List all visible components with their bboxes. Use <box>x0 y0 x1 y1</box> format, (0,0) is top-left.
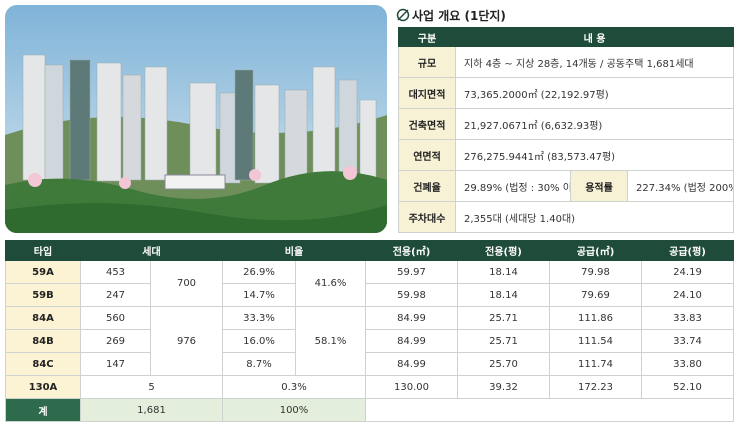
area-cell: 33.83 <box>641 306 734 330</box>
section-title: 사업 개요 (1단지) <box>412 9 506 23</box>
units-cell: 560 <box>80 306 151 330</box>
area-cell: 25.71 <box>457 329 550 353</box>
title-icon <box>396 8 410 22</box>
type-cell: 130A <box>5 375 81 399</box>
row-label: 규모 <box>398 46 456 78</box>
row-value: 276,275.9441㎡ (83,573.47평) <box>454 139 735 171</box>
area-cell: 84.99 <box>365 352 458 376</box>
area-cell: 25.71 <box>457 306 550 330</box>
type-cell: 59B <box>5 283 81 307</box>
ratio-cell: 26.9% <box>222 260 296 284</box>
type-cell: 84A <box>5 306 81 330</box>
total-label: 계 <box>5 398 81 422</box>
ratio-total-cell: 41.6% <box>295 260 366 307</box>
area-cell: 18.14 <box>457 283 550 307</box>
overview-row: 규모 지하 4층 ~ 지상 28층, 14개동 / 공동주택 1,681세대 <box>398 46 735 78</box>
row-label: 건폐율 <box>398 170 456 202</box>
area-cell: 111.54 <box>549 329 642 353</box>
type-cell: 59A <box>5 260 81 284</box>
units-total-cell: 700 <box>150 260 223 307</box>
area-cell: 24.19 <box>641 260 734 284</box>
area-cell: 59.98 <box>365 283 458 307</box>
header-cell: 타입 <box>5 240 81 261</box>
area-cell: 111.74 <box>549 352 642 376</box>
units-row: 84C 147 8.7% 84.99 25.70 111.74 33.80 <box>5 352 734 376</box>
units-row: 84A 560 976 33.3% 58.1% 84.99 25.71 111.86 33.83 <box>5 306 734 376</box>
units-cell: 147 <box>80 352 151 376</box>
ratio-cell: 0.3% <box>222 375 366 399</box>
type-cell: 84C <box>5 352 81 376</box>
header-cell: 비율 <box>222 240 366 261</box>
rendering-image <box>5 5 387 233</box>
header-cell: 공급(평) <box>641 240 734 261</box>
row-value: 21,927.0671㎡ (6,632.93평) <box>454 108 735 140</box>
units-row: 130A 5 0.3% 130.00 39.32 172.23 52.10 <box>5 375 734 399</box>
units-row: 84B 269 16.0% 84.99 25.71 111.54 33.74 <box>5 329 734 353</box>
overview-row: 대지면적 73,365.2000㎡ (22,192.97평) <box>398 77 735 109</box>
area-cell: 172.23 <box>549 375 642 399</box>
row-value: 29.89% (법정 : 30% 이하) <box>455 170 571 202</box>
overview-table: 구분 내 용 규모 지하 4층 ~ 지상 28층, 14개동 / 공동주택 1,68… <box>398 27 735 233</box>
overview-row: 건축면적 21,927.0671㎡ (6,632.93평) <box>398 108 735 140</box>
area-cell: 25.70 <box>457 352 550 376</box>
area-cell: 24.10 <box>641 283 734 307</box>
area-cell: 79.69 <box>549 283 642 307</box>
total-row: 계 1,681 100% <box>5 398 734 422</box>
ratio-cell: 16.0% <box>222 329 296 353</box>
row-value: 73,365.2000㎡ (22,192.97평) <box>454 77 735 109</box>
units-cell: 453 <box>80 260 151 284</box>
area-cell: 79.98 <box>549 260 642 284</box>
ratio-cell: 33.3% <box>222 306 296 330</box>
row-label: 주차대수 <box>398 201 456 233</box>
type-cell: 84B <box>5 329 81 353</box>
units-total-cell: 976 <box>150 306 223 376</box>
header-cell: 세대 <box>80 240 223 261</box>
header-cell: 공급(㎡) <box>549 240 642 261</box>
header-cell: 구분 <box>398 27 456 47</box>
total-ratio: 100% <box>222 398 366 422</box>
row-value: 2,355대 (세대당 1.40대) <box>454 201 735 233</box>
area-cell: 111.86 <box>549 306 642 330</box>
units-cell: 269 <box>80 329 151 353</box>
blank-cell <box>365 398 734 422</box>
area-cell: 33.80 <box>641 352 734 376</box>
header-cell: 전용(㎡) <box>365 240 458 261</box>
area-cell: 84.99 <box>365 329 458 353</box>
area-cell: 33.74 <box>641 329 734 353</box>
units-table: 타입 세대 비율 전용(㎡) 전용(평) 공급(㎡) 공급(평) 59A 453 700 26.9… <box>5 240 734 422</box>
overview-row: 연면적 276,275.9441㎡ (83,573.47평) <box>398 139 735 171</box>
units-cell: 247 <box>80 283 151 307</box>
header-cell: 전용(평) <box>457 240 550 261</box>
overview-row: 주차대수 2,355대 (세대당 1.40대) <box>398 201 735 233</box>
area-cell: 39.32 <box>457 375 550 399</box>
area-cell: 84.99 <box>365 306 458 330</box>
row-value: 지하 4층 ~ 지상 28층, 14개동 / 공동주택 1,681세대 <box>454 46 735 78</box>
area-cell: 52.10 <box>641 375 734 399</box>
row-value: 227.34% (법정 200%) <box>626 170 735 202</box>
ratio-cell: 8.7% <box>222 352 296 376</box>
units-row: 59A 453 700 26.9% 41.6% 59.97 18.14 79.98 24.19 <box>5 260 734 307</box>
header-cell: 내 용 <box>454 27 735 47</box>
area-cell: 130.00 <box>365 375 458 399</box>
ratio-total-cell: 58.1% <box>295 306 366 376</box>
ratio-cell: 14.7% <box>222 283 296 307</box>
row-label: 대지면적 <box>398 77 456 109</box>
row-label: 용적률 <box>570 170 628 202</box>
row-label: 건축면적 <box>398 108 456 140</box>
area-cell: 59.97 <box>365 260 458 284</box>
units-cell: 5 <box>80 375 223 399</box>
total-units: 1,681 <box>80 398 223 422</box>
row-label: 연면적 <box>398 139 456 171</box>
units-row: 59B 247 14.7% 59.98 18.14 79.69 24.10 <box>5 283 734 307</box>
area-cell: 18.14 <box>457 260 550 284</box>
